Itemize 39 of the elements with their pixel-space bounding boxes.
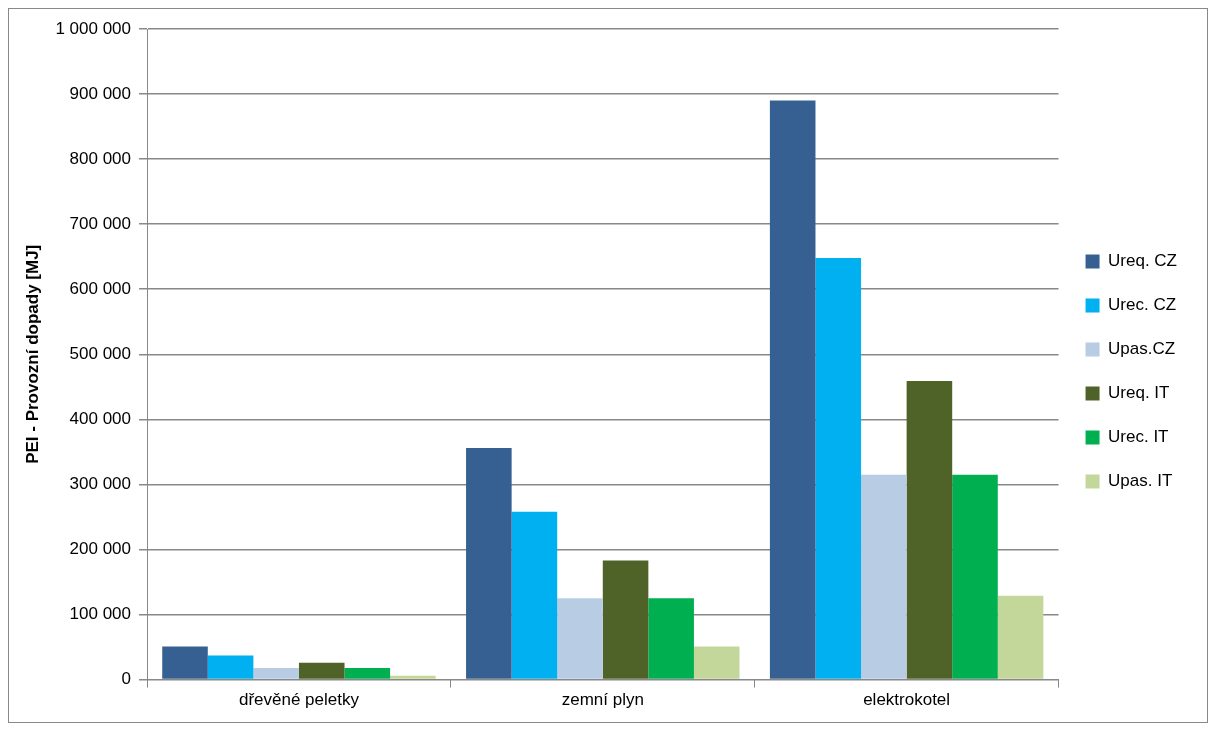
- legend-label: Upas.CZ: [1108, 339, 1176, 359]
- y-tick-label: 900 000: [69, 83, 132, 103]
- legend-label: Urec. IT: [1108, 427, 1169, 447]
- bar: [693, 646, 740, 679]
- bar: [511, 511, 558, 679]
- bar: [344, 667, 391, 679]
- y-tick-label: 500 000: [69, 343, 132, 363]
- bar: [162, 646, 208, 679]
- y-tick-label: 1 000 000: [55, 18, 132, 38]
- y-axis-title: PEI - Provozní dopady [MJ]: [22, 244, 42, 464]
- bar: [390, 675, 436, 679]
- y-tick-label: 300 000: [69, 474, 132, 494]
- legend-label: Upas. IT: [1108, 471, 1173, 491]
- y-tick-label: 800 000: [69, 148, 132, 168]
- x-tick-label: dřevěné peletky: [238, 690, 360, 710]
- bar: [253, 667, 299, 679]
- bar: [466, 447, 512, 679]
- x-tick-label: elektrokotel: [863, 690, 951, 710]
- bar: [557, 598, 603, 679]
- bar: [997, 595, 1044, 679]
- bar: [207, 655, 254, 679]
- y-tick-label: 0: [121, 669, 132, 689]
- bar: [906, 380, 953, 679]
- bar: [861, 474, 907, 679]
- bar: [952, 474, 998, 679]
- legend-label: Ureq. CZ: [1108, 251, 1178, 271]
- bar: [602, 560, 649, 679]
- bar: [648, 598, 694, 679]
- y-tick-label: 100 000: [69, 604, 132, 624]
- y-tick-label: 600 000: [69, 278, 132, 298]
- y-tick-label: 200 000: [69, 539, 132, 559]
- legend-label: Urec. CZ: [1108, 295, 1177, 315]
- legend-label: Ureq. IT: [1108, 383, 1170, 403]
- bar: [815, 258, 862, 679]
- bar: [769, 100, 816, 679]
- y-tick-label: 700 000: [69, 213, 132, 233]
- y-tick-label: 400 000: [69, 409, 132, 429]
- bar: [298, 662, 345, 679]
- x-tick-label: zemní plyn: [561, 690, 644, 710]
